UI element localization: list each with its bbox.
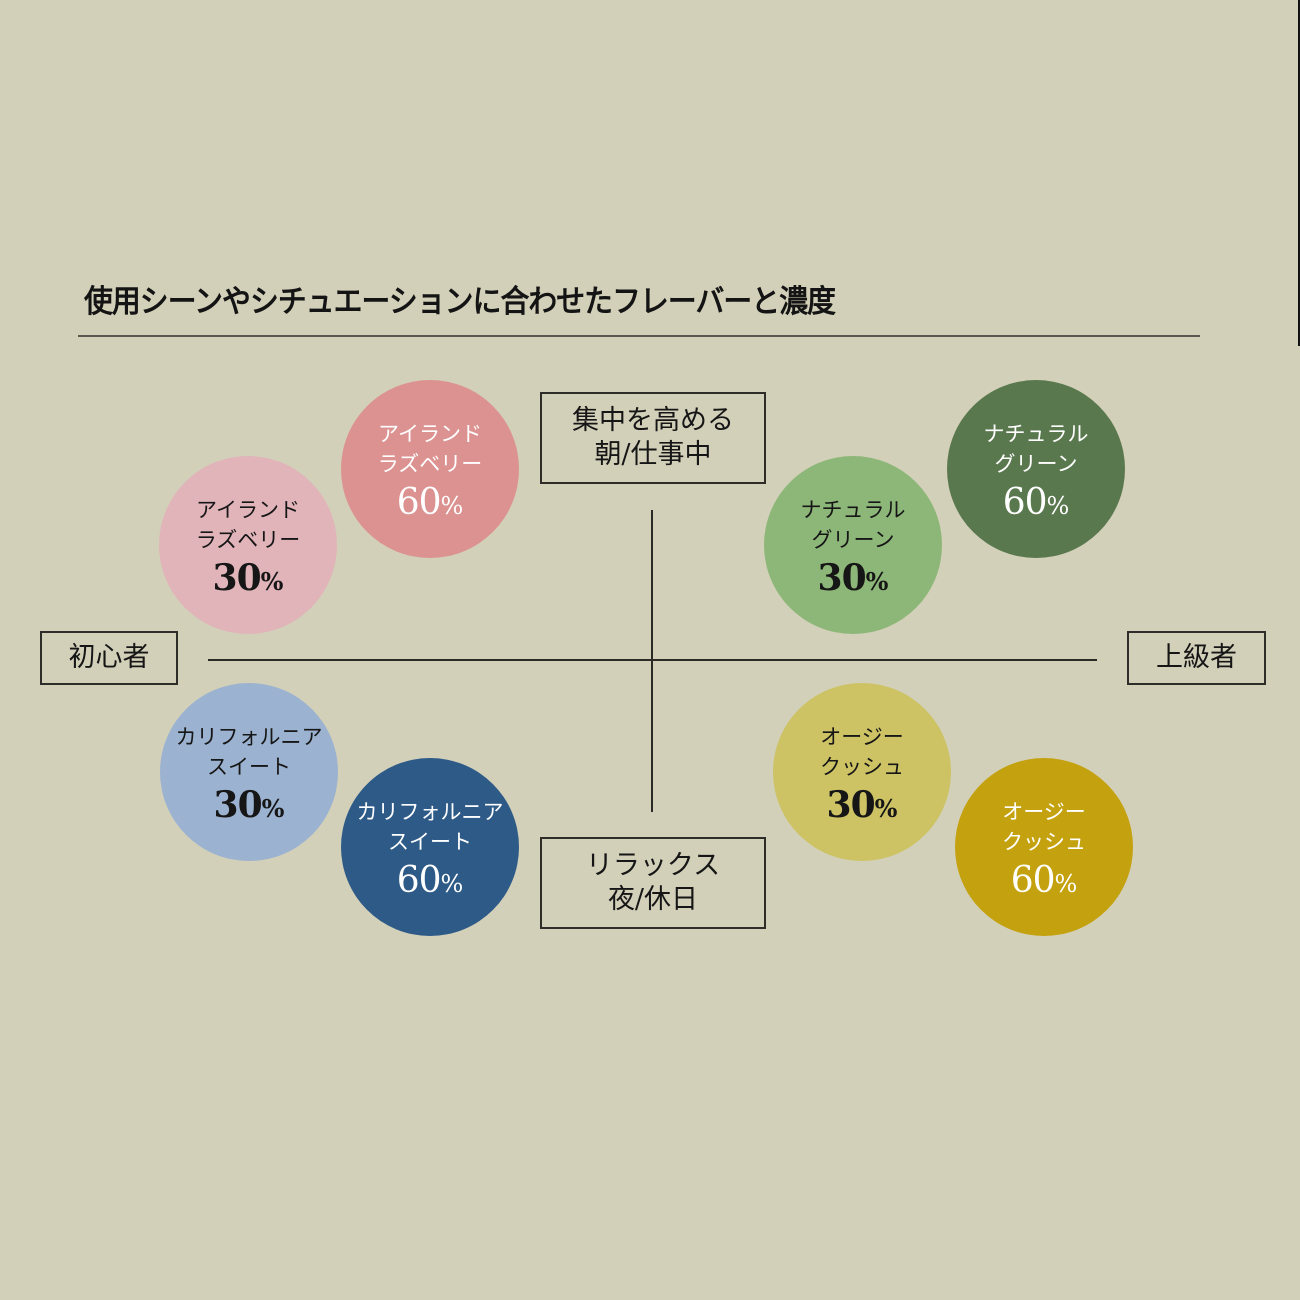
flavor-percent: 30% [826, 783, 898, 826]
flavor-circle-california-sweet-60: カリフォルニア スイート 60% [341, 758, 519, 936]
flavor-percent: 30% [213, 783, 285, 826]
page-title: 使用シーンやシチュエーションに合わせたフレーバーと濃度 [84, 284, 836, 320]
flavor-percent: 60% [396, 481, 464, 523]
flavor-percent: 30% [817, 556, 889, 599]
vertical-axis [651, 510, 653, 812]
flavor-circle-og-kush-60: オージー クッシュ 60% [955, 758, 1133, 936]
axis-label-bottom: リラックス 夜/休日 [540, 837, 766, 929]
flavor-name: カリフォルニア スイート [175, 724, 323, 780]
flavor-circle-california-sweet-30: カリフォルニア スイート 30% [160, 683, 338, 861]
axis-label-left: 初心者 [40, 631, 178, 685]
flavor-circle-og-kush-30: オージー クッシュ 30% [773, 683, 951, 861]
title-underline [78, 335, 1200, 337]
flavor-percent: 60% [396, 859, 464, 901]
flavor-percent: 60% [1002, 481, 1070, 523]
flavor-name: カリフォルニア スイート [356, 799, 504, 855]
axis-label-top-line1: 集中を高める [572, 405, 734, 437]
axis-label-bottom-line1: リラックス [585, 850, 721, 882]
flavor-circle-island-raspberry-30: アイランド ラズベリー 30% [159, 456, 337, 634]
flavor-name: オージー クッシュ [1002, 799, 1086, 855]
axis-label-right: 上級者 [1127, 631, 1266, 685]
flavor-name: ナチュラル グリーン [800, 497, 906, 553]
flavor-name: オージー クッシュ [820, 724, 904, 780]
flavor-circle-natural-green-60: ナチュラル グリーン 60% [947, 380, 1125, 558]
flavor-circle-island-raspberry-60: アイランド ラズベリー 60% [341, 380, 519, 558]
flavor-percent: 60% [1010, 859, 1078, 901]
axis-label-bottom-line2: 夜/休日 [607, 884, 699, 915]
edge-border [1298, 0, 1300, 346]
flavor-percent: 30% [212, 556, 284, 599]
flavor-name: アイランド ラズベリー [195, 497, 301, 553]
flavor-name: アイランド ラズベリー [377, 421, 483, 477]
axis-label-left-text: 初心者 [68, 642, 150, 674]
flavor-circle-natural-green-30: ナチュラル グリーン 30% [764, 456, 942, 634]
flavor-name: ナチュラル グリーン [983, 421, 1089, 477]
axis-label-top-line2: 朝/仕事中 [594, 439, 712, 470]
axis-label-top: 集中を高める 朝/仕事中 [540, 392, 766, 484]
axis-label-right-text: 上級者 [1156, 642, 1237, 674]
